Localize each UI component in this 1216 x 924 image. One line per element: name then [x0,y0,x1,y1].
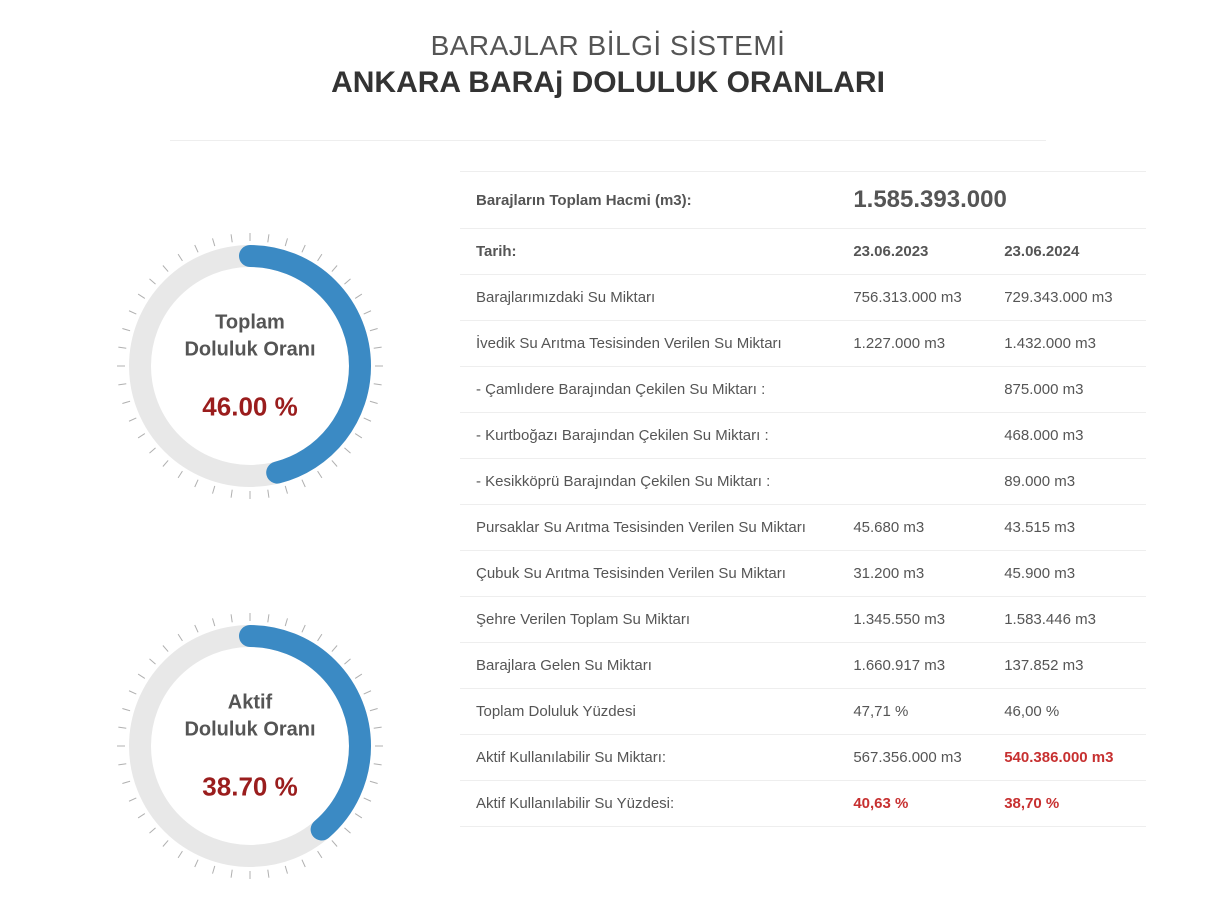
row-label: Şehre Verilen Toplam Su Miktarı [460,597,837,643]
gauge-label: AktifDoluluk Oranı [160,690,340,744]
row-v2024: 468.000 m3 [988,413,1146,459]
content-row: ToplamDoluluk Oranı 46.00 % AktifDoluluk… [30,171,1186,891]
gauge-label: ToplamDoluluk Oranı [160,310,340,364]
row-v2023: 45.680 m3 [837,505,988,551]
row-label: Aktif Kullanılabilir Su Yüzdesi: [460,781,837,827]
table-row: Pursaklar Su Arıtma Tesisinden Verilen S… [460,505,1146,551]
date-2023: 23.06.2023 [837,229,988,275]
row-label: - Kurtboğazı Barajından Çekilen Su Mikta… [460,413,837,459]
row-label: - Kesikköprü Barajından Çekilen Su Mikta… [460,459,837,505]
row-v2023: 47,71 % [837,689,988,735]
total-volume-label: Barajların Toplam Hacmi (m3): [460,172,837,229]
page-header: BARAJLAR BİLGİ SİSTEMİ ANKARA BARAj DOLU… [30,30,1186,100]
row-label: Barajlarımızdaki Su Miktarı [460,275,837,321]
row-v2024: 45.900 m3 [988,551,1146,597]
row-v2023: 756.313.000 m3 [837,275,988,321]
row-v2024: 46,00 % [988,689,1146,735]
total-volume-value: 1.585.393.000 [837,172,1146,229]
row-v2023 [837,413,988,459]
row-label: Toplam Doluluk Yüzdesi [460,689,837,735]
row-v2024: 875.000 m3 [988,367,1146,413]
table-row: Aktif Kullanılabilir Su Miktarı:567.356.… [460,735,1146,781]
table-row: Toplam Doluluk Yüzdesi47,71 %46,00 % [460,689,1146,735]
table-row: Barajlarımızdaki Su Miktarı756.313.000 m… [460,275,1146,321]
row-label: İvedik Su Arıtma Tesisinden Verilen Su M… [460,321,837,367]
data-table: Barajların Toplam Hacmi (m3):1.585.393.0… [460,171,1146,827]
table-row: - Kurtboğazı Barajından Çekilen Su Mikta… [460,413,1146,459]
page-subtitle: BARAJLAR BİLGİ SİSTEMİ [30,30,1186,62]
row-v2024: 1.432.000 m3 [988,321,1146,367]
table-row: - Kesikköprü Barajından Çekilen Su Mikta… [460,459,1146,505]
date-label: Tarih: [460,229,837,275]
row-total-volume: Barajların Toplam Hacmi (m3):1.585.393.0… [460,172,1146,229]
row-v2023: 40,63 % [837,781,988,827]
row-v2023: 1.345.550 m3 [837,597,988,643]
header-divider [170,140,1046,141]
row-v2024: 1.583.446 m3 [988,597,1146,643]
row-v2024: 89.000 m3 [988,459,1146,505]
row-v2023 [837,367,988,413]
gauge-center: AktifDoluluk Oranı 38.70 % [160,690,340,803]
row-label: Aktif Kullanılabilir Su Miktarı: [460,735,837,781]
table-row: Şehre Verilen Toplam Su Miktarı1.345.550… [460,597,1146,643]
gauge-1: AktifDoluluk Oranı 38.70 % [105,601,395,891]
date-2024: 23.06.2024 [988,229,1146,275]
row-v2023: 1.227.000 m3 [837,321,988,367]
row-v2024: 137.852 m3 [988,643,1146,689]
row-v2023: 567.356.000 m3 [837,735,988,781]
table-row: - Çamlıdere Barajından Çekilen Su Miktar… [460,367,1146,413]
gauge-value: 38.70 % [160,772,340,803]
row-label: - Çamlıdere Barajından Çekilen Su Miktar… [460,367,837,413]
row-label: Çubuk Su Arıtma Tesisinden Verilen Su Mi… [460,551,837,597]
data-table-body: Barajların Toplam Hacmi (m3):1.585.393.0… [460,172,1146,827]
row-v2023 [837,459,988,505]
row-v2024: 43.515 m3 [988,505,1146,551]
row-label: Pursaklar Su Arıtma Tesisinden Verilen S… [460,505,837,551]
gauge-center: ToplamDoluluk Oranı 46.00 % [160,310,340,423]
row-v2023: 1.660.917 m3 [837,643,988,689]
gauge-0: ToplamDoluluk Oranı 46.00 % [105,221,395,511]
table-row: Barajlara Gelen Su Miktarı1.660.917 m313… [460,643,1146,689]
row-label: Barajlara Gelen Su Miktarı [460,643,837,689]
row-date-header: Tarih:23.06.202323.06.2024 [460,229,1146,275]
row-v2024: 38,70 % [988,781,1146,827]
table-row: İvedik Su Arıtma Tesisinden Verilen Su M… [460,321,1146,367]
gauges-column: ToplamDoluluk Oranı 46.00 % AktifDoluluk… [70,171,430,891]
page-title: ANKARA BARAj DOLULUK ORANLARI [30,66,1186,100]
row-v2023: 31.200 m3 [837,551,988,597]
table-row: Aktif Kullanılabilir Su Yüzdesi:40,63 %3… [460,781,1146,827]
row-v2024: 729.343.000 m3 [988,275,1146,321]
gauge-value: 46.00 % [160,392,340,423]
table-row: Çubuk Su Arıtma Tesisinden Verilen Su Mi… [460,551,1146,597]
row-v2024: 540.386.000 m3 [988,735,1146,781]
data-column: Barajların Toplam Hacmi (m3):1.585.393.0… [430,171,1146,891]
